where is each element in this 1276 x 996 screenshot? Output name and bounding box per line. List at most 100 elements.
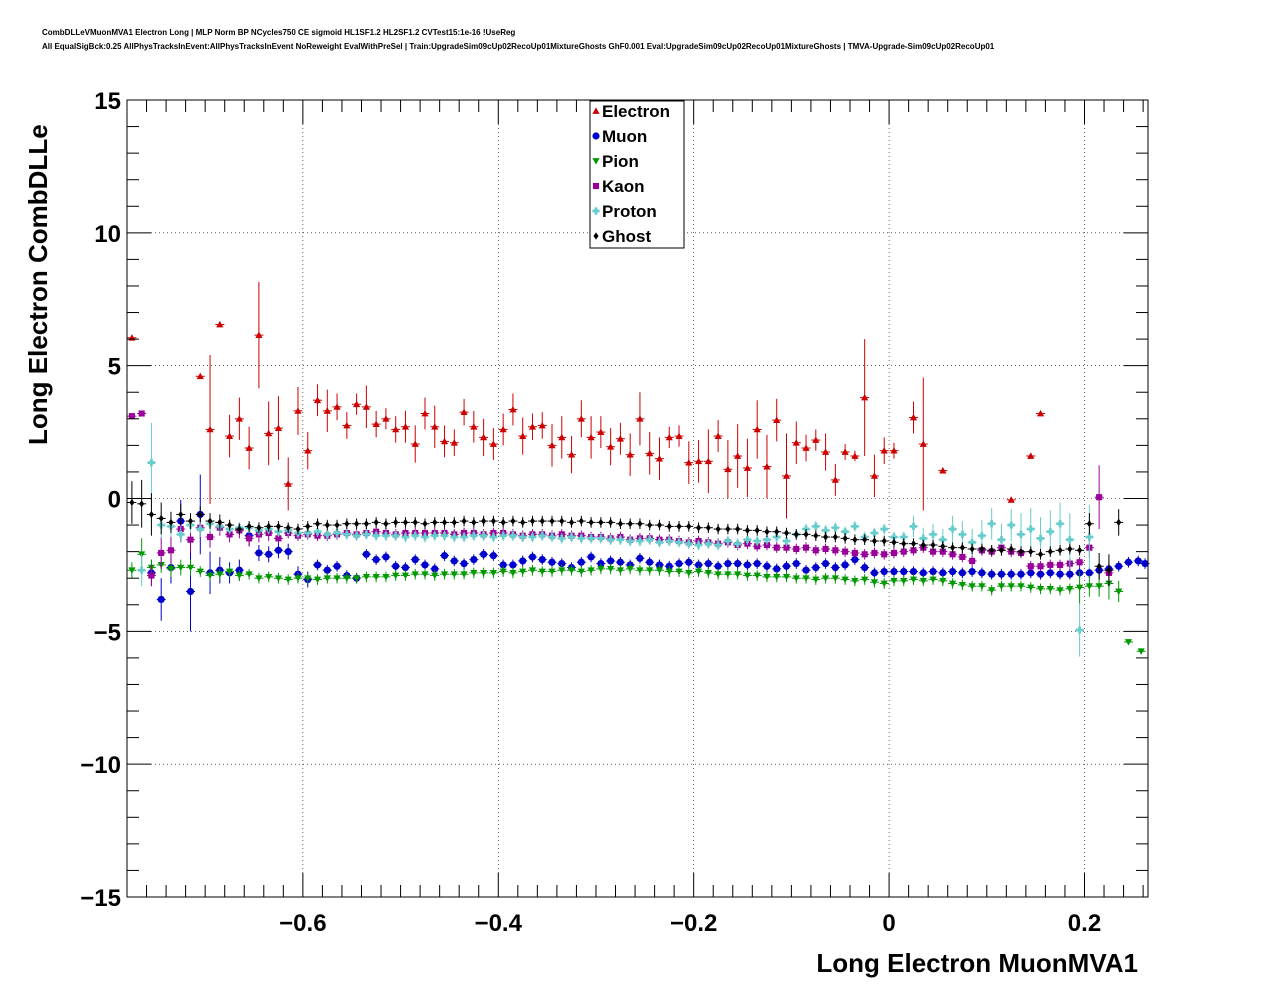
data-point (197, 510, 203, 519)
data-point (392, 562, 400, 570)
data-point (870, 529, 879, 537)
data-point (323, 575, 331, 582)
data-point (294, 407, 302, 414)
data-point (782, 562, 791, 570)
data-point (773, 544, 780, 551)
data-point (792, 575, 800, 582)
data-point (842, 534, 848, 542)
data-point (724, 559, 732, 568)
data-point (393, 518, 399, 527)
data-point (988, 520, 996, 528)
data-point (812, 576, 820, 584)
data-point (831, 563, 839, 572)
data-point (792, 559, 800, 568)
data-point (284, 576, 292, 584)
data-point (861, 576, 869, 584)
data-point (704, 540, 712, 548)
data-point (685, 570, 693, 577)
data-point (440, 437, 449, 445)
data-point (744, 526, 750, 534)
data-point (1027, 569, 1035, 577)
data-point (1056, 587, 1064, 594)
data-point (225, 432, 234, 439)
data-point (675, 568, 683, 576)
data-point (577, 415, 585, 422)
data-point (294, 575, 302, 582)
data-point (763, 562, 771, 570)
data-point (724, 537, 732, 545)
data-point (735, 525, 741, 533)
data-point (1115, 562, 1123, 570)
data-point (499, 425, 507, 433)
data-point (285, 524, 291, 532)
data-point (763, 536, 771, 544)
data-point (890, 549, 898, 557)
data-point (489, 533, 497, 541)
data-point (851, 452, 859, 459)
data-point (402, 518, 408, 527)
data-point (363, 520, 369, 528)
data-point (1134, 557, 1142, 565)
data-point (1076, 584, 1084, 592)
data-point (354, 520, 360, 528)
data-point (627, 520, 633, 528)
legend-label: Electron (602, 102, 670, 121)
data-point (763, 573, 771, 581)
data-point (440, 552, 449, 560)
data-point (880, 447, 888, 454)
data-point (343, 530, 351, 538)
data-point (626, 566, 634, 573)
data-point (217, 518, 223, 527)
data-point (480, 570, 488, 577)
data-point (148, 510, 154, 519)
data-point (597, 534, 605, 542)
data-point (1047, 561, 1054, 568)
series-muon (146, 474, 1150, 632)
chart-title-line-1: CombDLLeVMuonMVA1 Electron Long | MLP No… (42, 28, 515, 37)
data-point (948, 567, 957, 576)
data-point (1036, 409, 1045, 417)
data-point (696, 524, 702, 532)
data-point (432, 518, 438, 527)
data-point (1124, 558, 1133, 566)
data-point (450, 557, 458, 565)
data-point (256, 524, 262, 532)
data-point (284, 480, 292, 487)
legend-entry-muon: Muon (592, 127, 647, 146)
data-point (148, 572, 155, 579)
legend-label: Muon (602, 127, 647, 146)
data-point (676, 522, 682, 530)
data-point (665, 433, 673, 441)
data-point (988, 587, 996, 594)
data-point (401, 533, 410, 541)
data-point (284, 548, 292, 556)
data-point (715, 525, 721, 533)
data-point (1137, 648, 1145, 655)
data-point (871, 537, 877, 545)
data-point (138, 410, 145, 417)
data-point (598, 518, 604, 527)
data-point (851, 522, 859, 530)
data-point (940, 542, 946, 550)
data-point (196, 568, 204, 576)
data-point (470, 532, 478, 540)
data-point (489, 570, 497, 577)
data-point (919, 569, 927, 577)
data-point (1018, 548, 1024, 556)
data-point (499, 532, 507, 540)
data-point (753, 559, 761, 568)
series-pion (127, 538, 1146, 655)
data-point (344, 520, 350, 528)
data-point (705, 524, 711, 532)
data-point (714, 571, 722, 578)
data-point (890, 567, 898, 576)
y-tick-label: 10 (94, 221, 121, 248)
data-point (968, 567, 976, 576)
data-point (900, 577, 908, 585)
data-point (499, 568, 507, 576)
data-point (852, 536, 858, 544)
data-point (246, 535, 253, 542)
data-point (870, 569, 879, 577)
data-point (373, 518, 379, 527)
data-point (989, 546, 995, 554)
